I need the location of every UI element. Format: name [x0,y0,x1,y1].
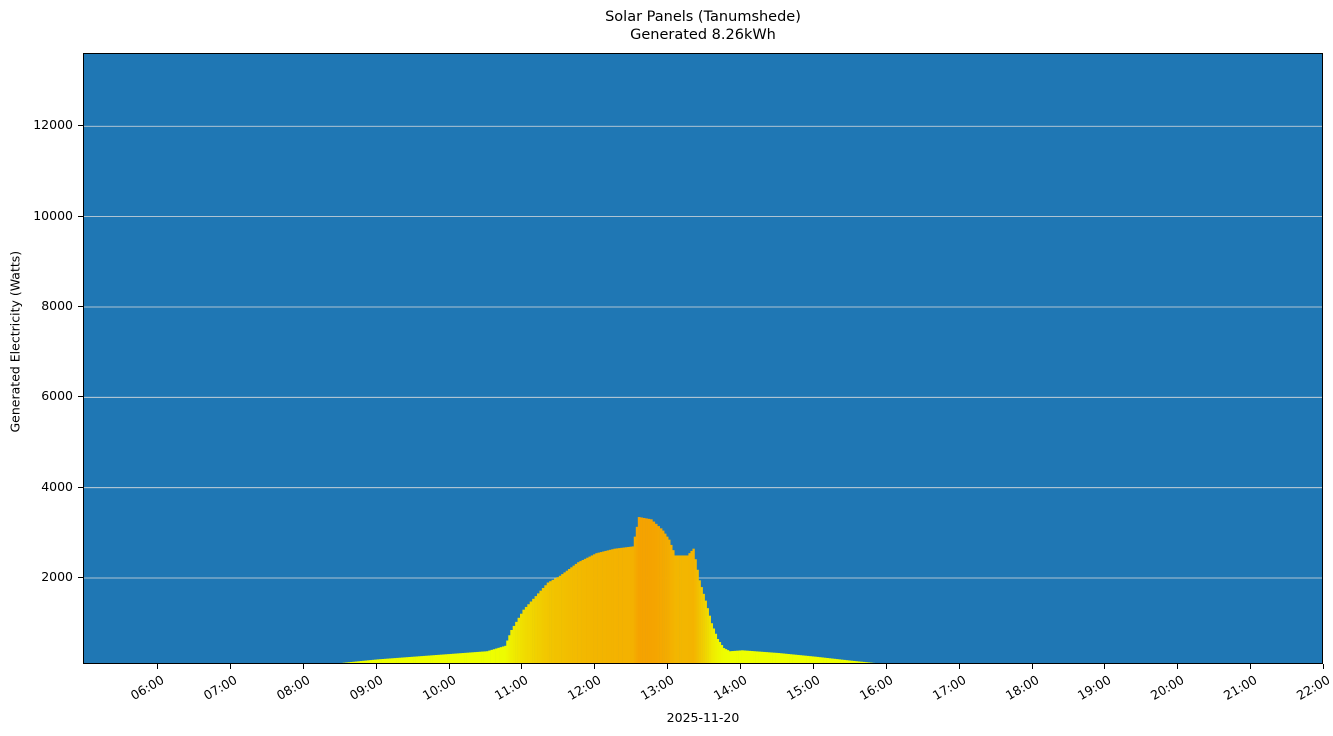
x-tick-mark [885,664,887,669]
x-tick-label: 21:00 [1220,672,1260,704]
x-tick-mark [740,664,742,669]
x-tick-mark [1250,664,1252,669]
x-tick-label: 07:00 [200,672,240,704]
x-tick-mark [1031,664,1033,669]
y-tick-label: 4000 [41,478,73,494]
x-tick-label: 16:00 [856,672,896,704]
y-tick-mark [78,577,83,579]
area-series [84,125,1322,663]
x-tick-mark [812,664,814,669]
x-tick-label: 15:00 [783,672,823,704]
x-tick-label: 20:00 [1148,672,1187,704]
x-tick-label: 08:00 [273,672,313,704]
y-tick-label: 12000 [33,117,73,133]
y-tick-mark [78,396,83,398]
y-tick-mark [78,215,83,217]
y-tick-mark [78,125,83,127]
x-tick-mark [1323,664,1324,669]
y-tick-label: 6000 [41,388,73,404]
x-tick-label: 22:00 [1293,672,1333,704]
x-tick-mark [1177,664,1179,669]
x-tick-mark [302,664,304,669]
x-tick-mark [448,664,450,669]
x-tick-label: 06:00 [127,672,167,704]
y-tick-label: 8000 [41,297,73,313]
x-tick-label: 14:00 [710,672,750,704]
x-tick-mark [1104,664,1106,669]
x-tick-label: 13:00 [637,672,677,704]
x-tick-label: 19:00 [1075,672,1114,704]
x-tick-label: 17:00 [929,672,969,704]
x-tick-label: 12:00 [565,672,604,704]
y-axis-label: Generated Electricity (Watts) [7,250,23,433]
x-tick-label: 10:00 [419,672,459,704]
x-tick-mark [375,664,377,669]
plot-area [83,53,1323,664]
chart-title: Solar Panels (Tanumshede) [605,9,801,25]
x-tick-label: 09:00 [346,672,386,704]
x-tick-mark [157,664,159,669]
y-tick-label: 10000 [33,207,73,223]
y-tick-mark [78,486,83,488]
x-tick-mark [594,664,596,669]
x-tick-mark [667,664,669,669]
x-axis-label: 2025-11-20 [666,710,740,725]
x-tick-mark [958,664,960,669]
y-tick-mark [78,305,83,307]
x-tick-label: 11:00 [492,672,531,704]
x-tick-mark [229,664,231,669]
x-tick-label: 18:00 [1002,672,1042,704]
x-tick-mark [521,664,523,669]
y-tick-label: 2000 [41,569,73,585]
chart-subtitle: Generated 8.26kWh [630,27,776,43]
